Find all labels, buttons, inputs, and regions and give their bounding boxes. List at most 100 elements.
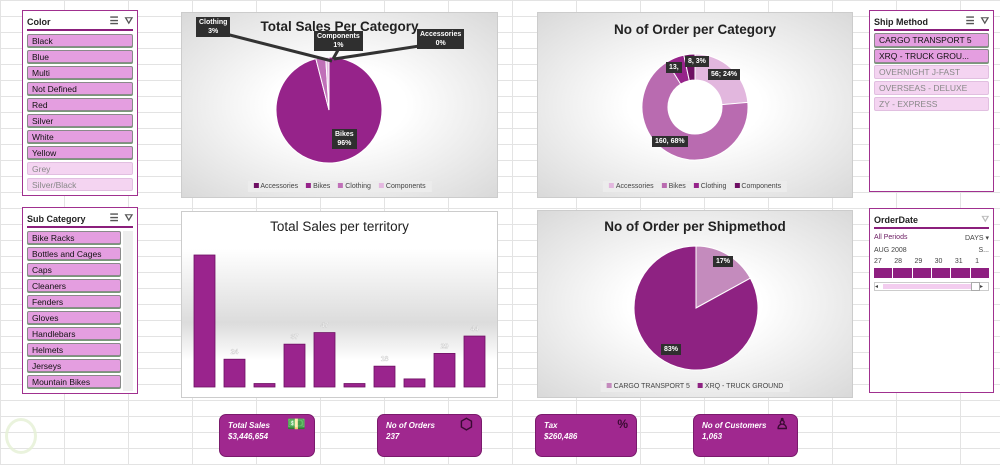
data-label: 56; 24% <box>708 69 741 80</box>
slicer-item[interactable]: Yellow <box>27 145 133 159</box>
data-label: Accessories 0% <box>417 29 465 49</box>
clear-filter-icon[interactable]: ⛛ <box>981 214 989 224</box>
slicer-item[interactable]: OVERNIGHT J-FAST <box>874 65 989 79</box>
slice-cargo-transport-5[interactable] <box>695 245 752 309</box>
color-slicer: Color ☰ ⛛ Black Blue Multi Not Defined Red Silv… <box>22 10 138 196</box>
money-bag-icon: % <box>617 417 628 431</box>
slicer-item[interactable]: ZY - EXPRESS <box>874 97 989 111</box>
slicer-item[interactable]: OVERSEAS - DELUXE <box>874 81 989 95</box>
slicer-title: Color <box>27 16 51 27</box>
slice-xrq-truck-ground[interactable] <box>633 245 759 371</box>
slicer-item[interactable]: Bottles and Cages <box>27 246 121 260</box>
timeline-scrollbar[interactable]: ◂ ▸ <box>874 282 989 291</box>
scroll-right-button[interactable]: ▸ <box>980 284 984 290</box>
legend-item: Components <box>734 183 781 190</box>
slicer-item[interactable]: White <box>27 129 133 143</box>
slicer-item[interactable]: Fenders <box>27 294 121 308</box>
chart-legend: Accessories Bikes Clothing Components <box>602 181 788 192</box>
kpi-total-sales: Total Sales $3,446,654 💵 <box>219 414 315 457</box>
slicer-item[interactable]: CARGO TRANSPORT 5 <box>874 33 989 47</box>
month-label: AUG 2008 <box>874 247 907 254</box>
slicer-item[interactable]: Silver/Black <box>27 177 133 191</box>
multi-select-icon[interactable]: ☰ <box>965 16 975 27</box>
box-icon: ⬡ <box>459 416 473 433</box>
sales-per-territory-chart[interactable]: Total Sales per territory 24 37 47 18 29 44 <box>181 211 498 398</box>
legend-item: Components <box>378 183 426 190</box>
slicer-item[interactable]: Grey <box>27 161 133 175</box>
slicer-title: Ship Method <box>874 16 928 27</box>
granularity-dropdown[interactable]: DAYS ▾ <box>964 235 989 242</box>
clear-filter-icon[interactable]: ⛛ <box>124 213 133 224</box>
timeline-day[interactable]: 29 <box>914 258 923 265</box>
subcategory-slicer: Sub Category ☰ ⛛ Bike Racks Bottles and Cag… <box>22 207 138 394</box>
chart-legend: Accessories Bikes Clothing Components <box>247 181 432 192</box>
kpi-orders: No of Orders 237 ⬡ <box>377 414 482 457</box>
slicer-item[interactable]: Handlebars <box>27 326 121 340</box>
data-label: Clothing 3% <box>196 17 231 37</box>
bar-label: 37 <box>291 334 299 341</box>
bar-label: 47 <box>321 323 329 330</box>
kpi-tax: Tax $260,486% <box>535 414 637 457</box>
timeline-day[interactable]: 30 <box>934 258 943 265</box>
slicer-item[interactable]: Blue <box>27 49 133 63</box>
multi-select-icon[interactable]: ☰ <box>109 213 119 224</box>
bar[interactable] <box>463 335 486 388</box>
timeline-day[interactable]: 1 <box>975 258 979 265</box>
slicer-item[interactable]: Cleaners <box>27 278 121 292</box>
chart-title: No of Order per Shipmethod <box>604 219 786 234</box>
data-label: Bikes 96% <box>332 129 357 149</box>
bar[interactable] <box>223 358 246 388</box>
bar[interactable] <box>433 353 456 388</box>
bar-label: 29 <box>441 343 449 350</box>
slicer-item[interactable]: Not Defined <box>27 81 133 95</box>
slice-bikes[interactable] <box>641 61 749 161</box>
bar-label: 24 <box>231 349 239 356</box>
bar-label: 18 <box>381 356 389 363</box>
slicer-item[interactable]: Black <box>27 33 133 47</box>
bar[interactable] <box>283 343 306 388</box>
scrollbar[interactable] <box>123 231 133 391</box>
data-label: Components 1% <box>314 31 363 51</box>
slicer-item[interactable]: Multi <box>27 65 133 79</box>
bar[interactable] <box>373 365 396 388</box>
legend-item: XRQ - TRUCK GROUND <box>697 383 783 390</box>
multi-select-icon[interactable]: ☰ <box>109 16 119 27</box>
legend-item: Clothing <box>338 183 371 190</box>
person-icon: ♙ <box>775 416 789 433</box>
timeline-title: OrderDate <box>874 214 919 225</box>
chart-title: Total Sales per territory <box>270 219 409 234</box>
data-label: 160, 68% <box>652 136 688 147</box>
slicer-item[interactable]: Gloves <box>27 310 121 324</box>
bar[interactable] <box>343 383 366 388</box>
bar[interactable] <box>313 332 336 388</box>
orders-per-shipmethod-chart[interactable]: No of Order per Shipmethod 17% 83% CARGO … <box>537 210 853 398</box>
legend-item: Bikes <box>661 183 686 190</box>
leader-line <box>221 31 333 63</box>
slicer-item[interactable]: Bike Racks <box>27 230 121 244</box>
sales-per-category-chart[interactable]: Total Sales Per Category Accessories 0% Bi… <box>181 12 498 198</box>
slicer-item[interactable]: Helmets <box>27 342 121 356</box>
timeline-day[interactable]: 27 <box>874 258 882 265</box>
bar[interactable] <box>403 378 426 388</box>
clear-filter-icon[interactable]: ⛛ <box>980 16 989 27</box>
slicer-item[interactable]: Jerseys <box>27 358 121 372</box>
bar[interactable] <box>193 254 216 388</box>
slicer-item[interactable]: Red <box>27 97 133 111</box>
slicer-item[interactable]: Mountain Bikes <box>27 374 121 388</box>
kpi-customers: No of Customers 1,063 ♙ <box>693 414 798 457</box>
slicer-item[interactable]: XRQ - TRUCK GROU... <box>874 49 989 63</box>
timeline-day[interactable]: 31 <box>954 258 963 265</box>
clear-filter-icon[interactable]: ⛛ <box>124 16 133 27</box>
orders-per-category-chart[interactable]: No of Order per Category 56; 24% 160, 68%… <box>537 12 853 198</box>
timeline-day[interactable]: 28 <box>894 258 903 265</box>
scroll-left-button[interactable]: ◂ <box>875 284 879 290</box>
bar[interactable] <box>253 383 276 388</box>
legend-item: Clothing <box>693 183 726 190</box>
chart-title: Total Sales Per Category <box>260 19 419 34</box>
slice-components[interactable] <box>325 56 330 111</box>
logo-watermark <box>5 418 37 454</box>
data-label: 13, <box>666 62 682 73</box>
timeline-bar[interactable] <box>874 268 989 278</box>
slicer-item[interactable]: Caps <box>27 262 121 276</box>
slicer-item[interactable]: Silver <box>27 113 133 127</box>
